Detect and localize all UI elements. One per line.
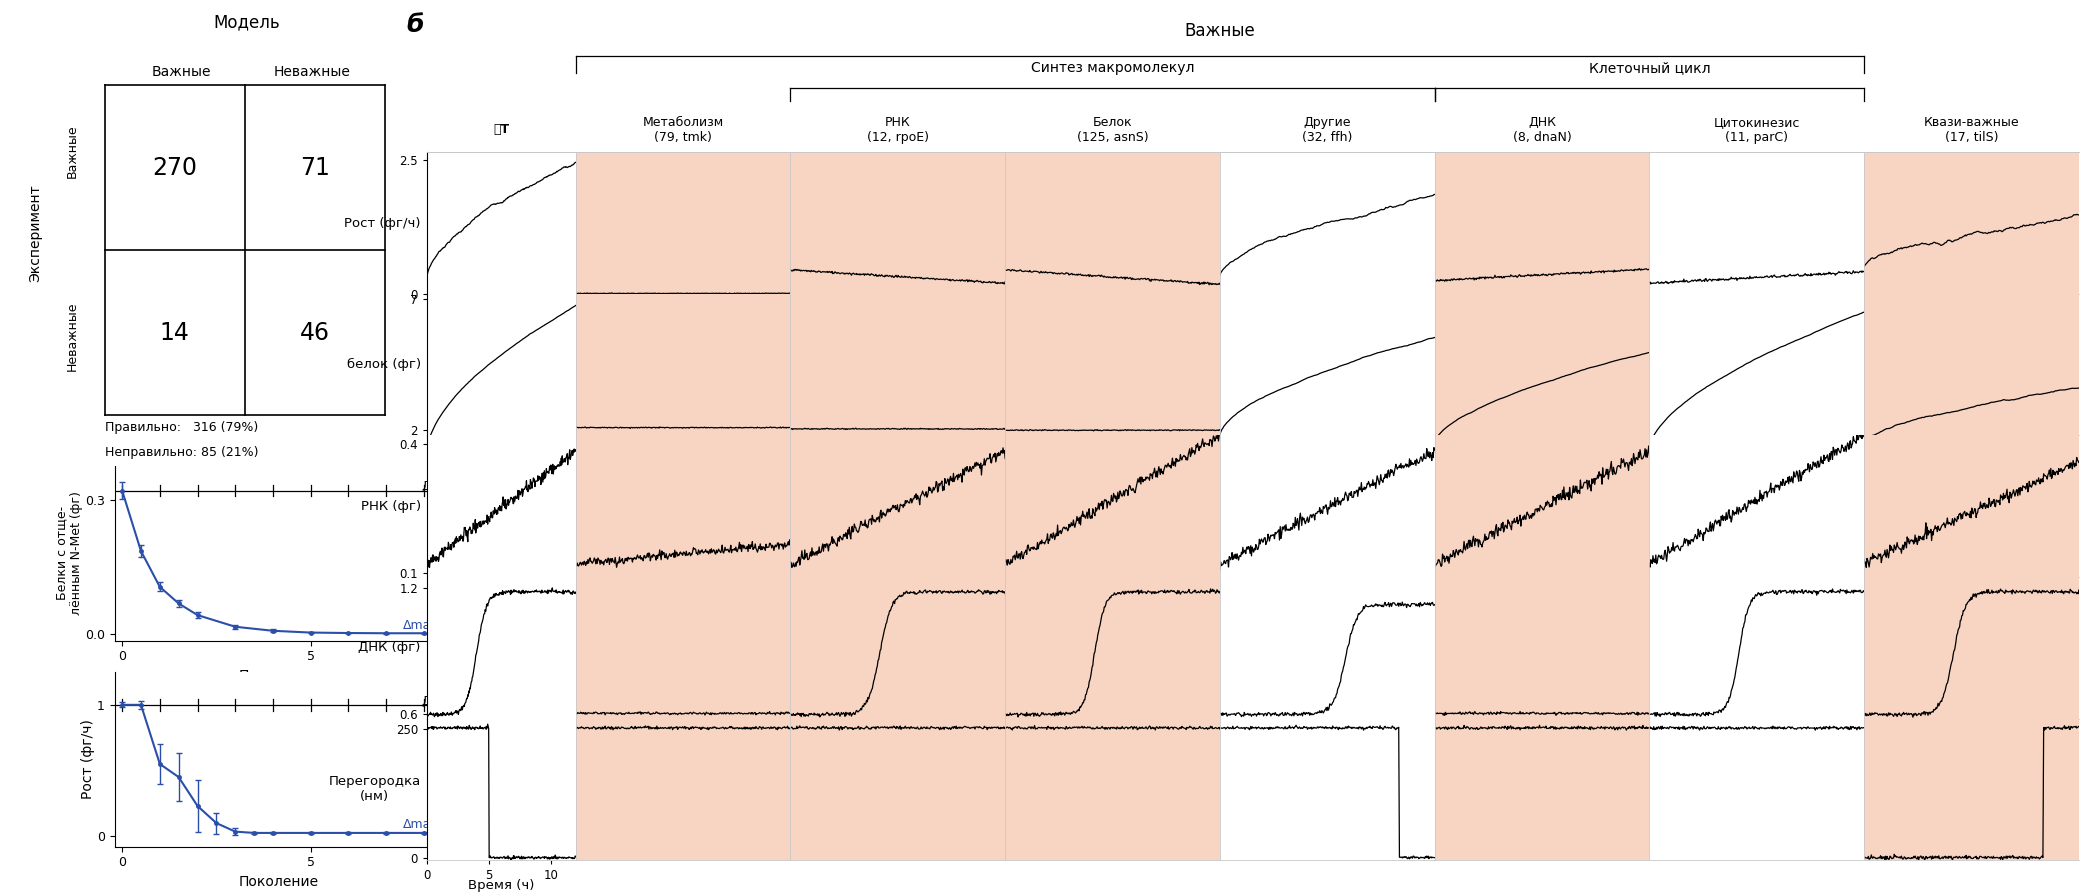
Text: Δmap: Δmap: [402, 618, 440, 632]
Text: Рост (фг/ч): Рост (фг/ч): [344, 217, 421, 229]
Text: Важные: Важные: [1185, 22, 1256, 40]
Text: Время (ч): Время (ч): [469, 878, 535, 892]
Text: ДТ: ДТ: [421, 694, 440, 708]
Text: Синтез макромолекул: Синтез макромолекул: [1031, 61, 1194, 75]
Text: Неважные: Неважные: [275, 65, 350, 79]
Text: Другие
(32, ffh): Другие (32, ffh): [1302, 116, 1352, 144]
Text: Перегородка
(нм): Перегородка (нм): [329, 775, 421, 804]
Text: Метаболизм
(79, tmk): Метаболизм (79, tmk): [642, 116, 723, 144]
Text: 46: 46: [300, 321, 331, 345]
Text: Квази-важные
(17, tilS): Квази-важные (17, tilS): [1925, 116, 2018, 144]
Y-axis label: Белки с отще-
лённым N-Met (фг): Белки с отще- лённым N-Met (фг): [56, 491, 83, 616]
Text: Цитокинезис
(11, parC): Цитокинезис (11, parC): [1714, 116, 1800, 144]
Text: Δmap: Δmap: [402, 818, 440, 831]
Text: ДНК (фг): ДНК (фг): [358, 642, 421, 654]
Text: 270: 270: [152, 156, 198, 180]
X-axis label: Поколение: Поколение: [240, 875, 319, 889]
Text: белок (фг): белок (фг): [346, 358, 421, 371]
Text: Белок
(125, asnS): Белок (125, asnS): [1077, 116, 1148, 144]
Text: Модель: Модель: [215, 13, 279, 31]
Text: Клеточный цикл: Клеточный цикл: [1589, 61, 1710, 75]
Text: ДТ: ДТ: [421, 479, 440, 493]
Text: РНК (фг): РНК (фг): [360, 500, 421, 513]
Text: Эксперимент: Эксперимент: [29, 185, 42, 282]
Y-axis label: Рост (фг/ч): Рост (фг/ч): [81, 719, 96, 799]
X-axis label: Поколение: Поколение: [240, 669, 319, 683]
Text: РНК
(12, rpoE): РНК (12, rpoE): [867, 116, 929, 144]
Text: Важные: Важные: [65, 125, 79, 178]
Text: 71: 71: [300, 156, 329, 180]
Text: 14: 14: [160, 321, 190, 345]
Text: Важные: Важные: [152, 65, 210, 79]
Text: Неважные: Неважные: [65, 302, 79, 372]
Text: Неправильно: 85 (21%): Неправильно: 85 (21%): [104, 445, 258, 459]
Text: Правильно:   316 (79%): Правильно: 316 (79%): [104, 421, 258, 434]
Text: ДНК
(8, dnaN): ДНК (8, dnaN): [1512, 116, 1571, 144]
Text: б: б: [406, 13, 423, 38]
Text: 䅏Т: 䅏Т: [494, 124, 510, 136]
